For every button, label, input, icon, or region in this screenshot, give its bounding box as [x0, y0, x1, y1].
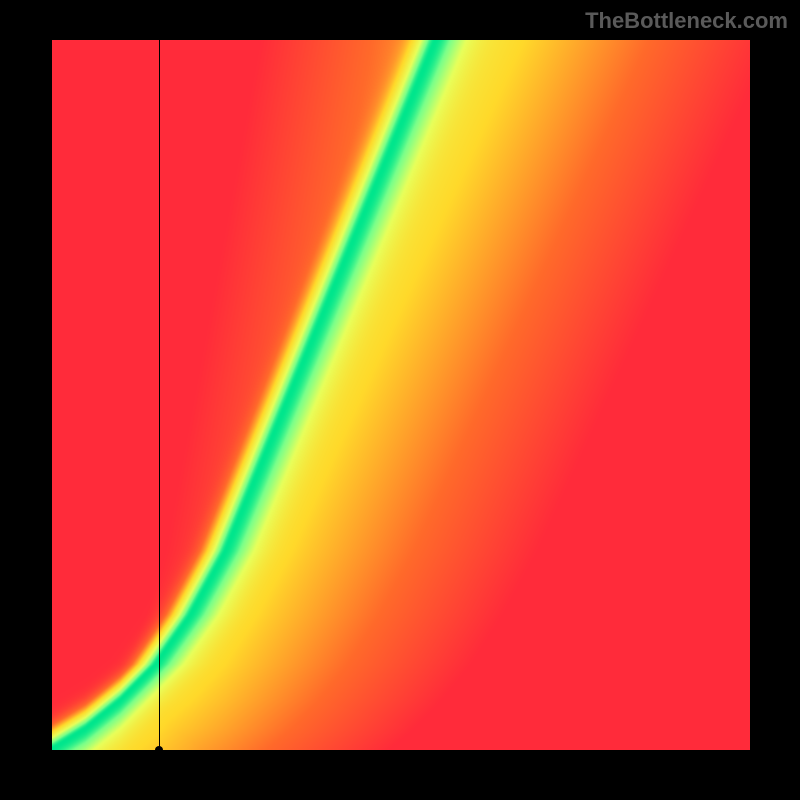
marker-vertical-line	[159, 40, 160, 750]
heatmap-canvas	[50, 40, 750, 750]
y-axis	[50, 40, 52, 752]
marker-dot	[155, 746, 163, 754]
x-axis-end-tick	[750, 750, 751, 756]
watermark-text: TheBottleneck.com	[585, 8, 788, 34]
plot-area	[50, 40, 750, 750]
